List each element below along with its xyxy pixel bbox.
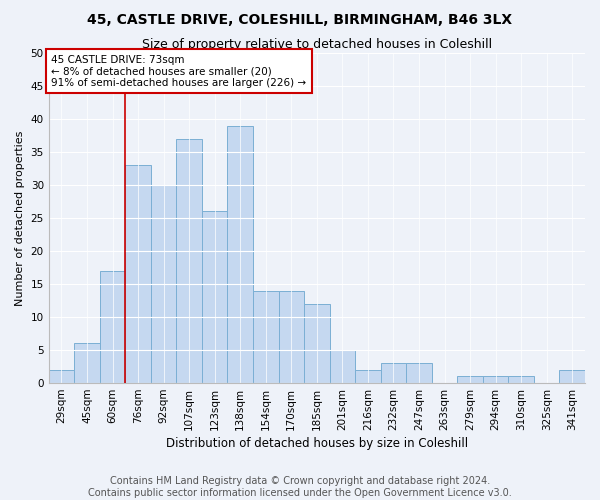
Bar xyxy=(100,271,125,383)
Y-axis label: Number of detached properties: Number of detached properties xyxy=(15,130,25,306)
Bar xyxy=(227,126,253,383)
Bar xyxy=(74,344,100,383)
X-axis label: Distribution of detached houses by size in Coleshill: Distribution of detached houses by size … xyxy=(166,437,468,450)
Text: Contains HM Land Registry data © Crown copyright and database right 2024.
Contai: Contains HM Land Registry data © Crown c… xyxy=(88,476,512,498)
Bar xyxy=(559,370,585,383)
Bar xyxy=(176,139,202,383)
Text: 45, CASTLE DRIVE, COLESHILL, BIRMINGHAM, B46 3LX: 45, CASTLE DRIVE, COLESHILL, BIRMINGHAM,… xyxy=(88,12,512,26)
Bar xyxy=(483,376,508,383)
Bar xyxy=(125,166,151,383)
Bar xyxy=(278,290,304,383)
Bar xyxy=(406,364,432,383)
Bar xyxy=(304,304,329,383)
Bar xyxy=(380,364,406,383)
Bar xyxy=(508,376,534,383)
Bar xyxy=(202,212,227,383)
Bar xyxy=(329,350,355,383)
Bar xyxy=(49,370,74,383)
Bar xyxy=(355,370,380,383)
Title: Size of property relative to detached houses in Coleshill: Size of property relative to detached ho… xyxy=(142,38,492,51)
Bar xyxy=(253,290,278,383)
Bar xyxy=(457,376,483,383)
Bar xyxy=(151,185,176,383)
Text: 45 CASTLE DRIVE: 73sqm
← 8% of detached houses are smaller (20)
91% of semi-deta: 45 CASTLE DRIVE: 73sqm ← 8% of detached … xyxy=(52,54,307,88)
